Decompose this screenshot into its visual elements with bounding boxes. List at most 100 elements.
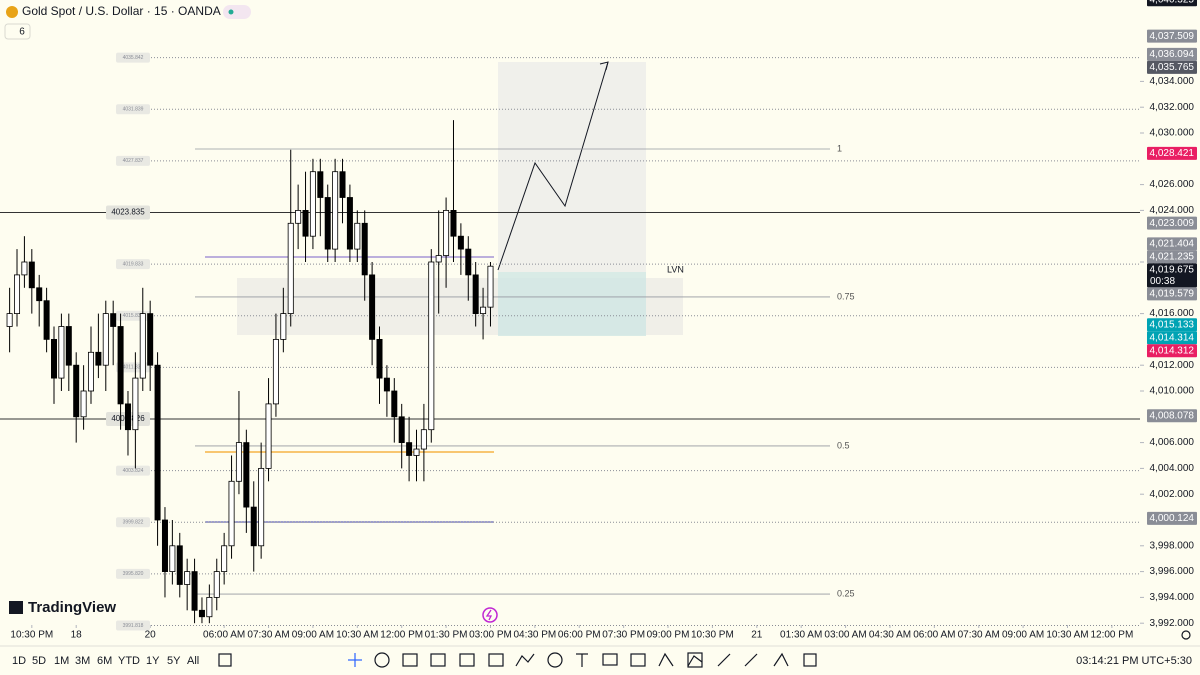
x-tick-label: 09:00 AM <box>1002 630 1044 641</box>
candle-body <box>117 326 124 405</box>
tool-icon[interactable] <box>803 653 817 667</box>
candle-body <box>413 448 420 456</box>
y-tick-label: 4,024.000 <box>1150 205 1195 216</box>
level-label-box <box>116 52 150 63</box>
tool-icon[interactable] <box>773 652 789 667</box>
candle-body <box>272 338 279 405</box>
range-button[interactable]: 5D <box>32 655 46 667</box>
candle-body <box>213 571 220 598</box>
price-badge-label: 4,015.133 <box>1150 319 1195 330</box>
candle-body <box>169 545 176 572</box>
stop-zone <box>498 272 646 336</box>
range-button[interactable]: 1Y <box>146 655 160 667</box>
level-label-box <box>116 155 150 166</box>
x-tick-label: 12:00 PM <box>1090 630 1133 641</box>
y-tick-label: 4,002.000 <box>1150 489 1195 500</box>
tool-icon[interactable] <box>687 652 703 668</box>
range-button[interactable]: 1M <box>54 655 69 667</box>
candle-body <box>206 596 213 618</box>
tool-icon[interactable] <box>402 653 418 667</box>
symbol-title[interactable]: Gold Spot / U.S. Dollar · 15 · OANDA <box>22 4 221 18</box>
level-label-box <box>116 104 150 115</box>
range-button[interactable]: YTD <box>118 655 140 667</box>
level-label: 4031.839 <box>123 107 144 113</box>
tool-icon[interactable] <box>488 653 504 667</box>
tool-icon[interactable] <box>459 653 475 667</box>
y-tick-label: 4,010.000 <box>1150 386 1195 397</box>
price-badge-label: 4,014.312 <box>1150 345 1195 356</box>
status-dot <box>228 9 234 15</box>
candle-body <box>80 390 87 418</box>
y-tick-label: 4,016.000 <box>1150 308 1195 319</box>
y-tick-label: 4,006.000 <box>1150 437 1195 448</box>
candle-body <box>184 571 191 585</box>
candle-body <box>391 390 398 418</box>
price-badge-label: 4,037.509 <box>1150 31 1195 42</box>
candle-body <box>317 171 324 198</box>
candle-body <box>457 235 464 250</box>
y-tick-label: 4,012.000 <box>1150 360 1195 371</box>
candle-body <box>110 313 117 327</box>
candle-body <box>36 287 43 302</box>
tool-icon[interactable] <box>602 653 618 666</box>
price-badge <box>1147 250 1197 264</box>
price-badge <box>1147 60 1197 74</box>
cursor-icon[interactable] <box>374 652 390 668</box>
date-range-icon[interactable] <box>218 653 232 667</box>
candle-body <box>102 313 109 366</box>
y-tick-label: 4,026.000 <box>1150 179 1195 190</box>
x-tick-label: 21 <box>751 630 763 641</box>
y-tick-label: 4,032.000 <box>1150 102 1195 113</box>
price-badge <box>1147 511 1197 525</box>
price-badge <box>1147 0 1197 7</box>
range-button[interactable]: All <box>187 655 199 667</box>
range-button[interactable]: 3M <box>75 655 90 667</box>
candle-body <box>339 171 346 198</box>
level-label: 4011.831 <box>123 365 144 371</box>
indicator-toggle[interactable] <box>4 23 31 40</box>
x-tick-label: 03:00 PM <box>469 630 512 641</box>
level-label-box <box>116 517 150 528</box>
range-button[interactable]: 6M <box>97 655 112 667</box>
indicator-count: 6 <box>19 27 25 38</box>
tool-icon[interactable] <box>687 655 703 667</box>
level-label: 3999.822 <box>123 520 144 526</box>
event-icon[interactable] <box>482 607 498 623</box>
fib-label: 0.25 <box>837 588 855 598</box>
level-label-box <box>116 620 150 631</box>
level-label-box <box>106 205 150 220</box>
arrow-head <box>599 61 609 71</box>
candle-body <box>14 274 21 314</box>
tool-icon[interactable] <box>547 652 563 668</box>
x-tick-label: 03:00 AM <box>824 630 866 641</box>
tool-icon[interactable] <box>658 652 674 667</box>
level-label-box <box>116 568 150 579</box>
candle-body <box>51 338 58 379</box>
range-button[interactable]: 5Y <box>167 655 181 667</box>
candle-body <box>309 171 316 237</box>
level-label-box <box>116 259 150 270</box>
tool-icon[interactable] <box>515 653 535 667</box>
range-button[interactable]: 1D <box>12 655 26 667</box>
tool-icon[interactable] <box>630 653 646 667</box>
y-tick-label: 3,998.000 <box>1150 540 1195 551</box>
settings-icon[interactable] <box>1181 630 1191 640</box>
candle-body <box>287 222 294 314</box>
level-label: 4023.835 <box>111 208 145 217</box>
x-tick-label: 06:00 PM <box>558 630 601 641</box>
x-tick-label: 07:30 AM <box>958 630 1000 641</box>
price-badge <box>1147 146 1197 160</box>
candle-body <box>376 338 383 379</box>
candle-body <box>243 442 250 508</box>
tool-icon[interactable] <box>744 653 758 667</box>
tool-icon[interactable] <box>430 653 446 667</box>
price-badge <box>1147 287 1197 301</box>
event-bolt <box>485 609 493 621</box>
candle-body <box>65 326 72 366</box>
tool-icon[interactable] <box>717 653 731 667</box>
status-pill[interactable] <box>223 5 251 19</box>
level-label: 3995.820 <box>123 571 144 577</box>
candle-body <box>480 306 487 314</box>
price-badge-label: 4,014.314 <box>1150 332 1195 343</box>
